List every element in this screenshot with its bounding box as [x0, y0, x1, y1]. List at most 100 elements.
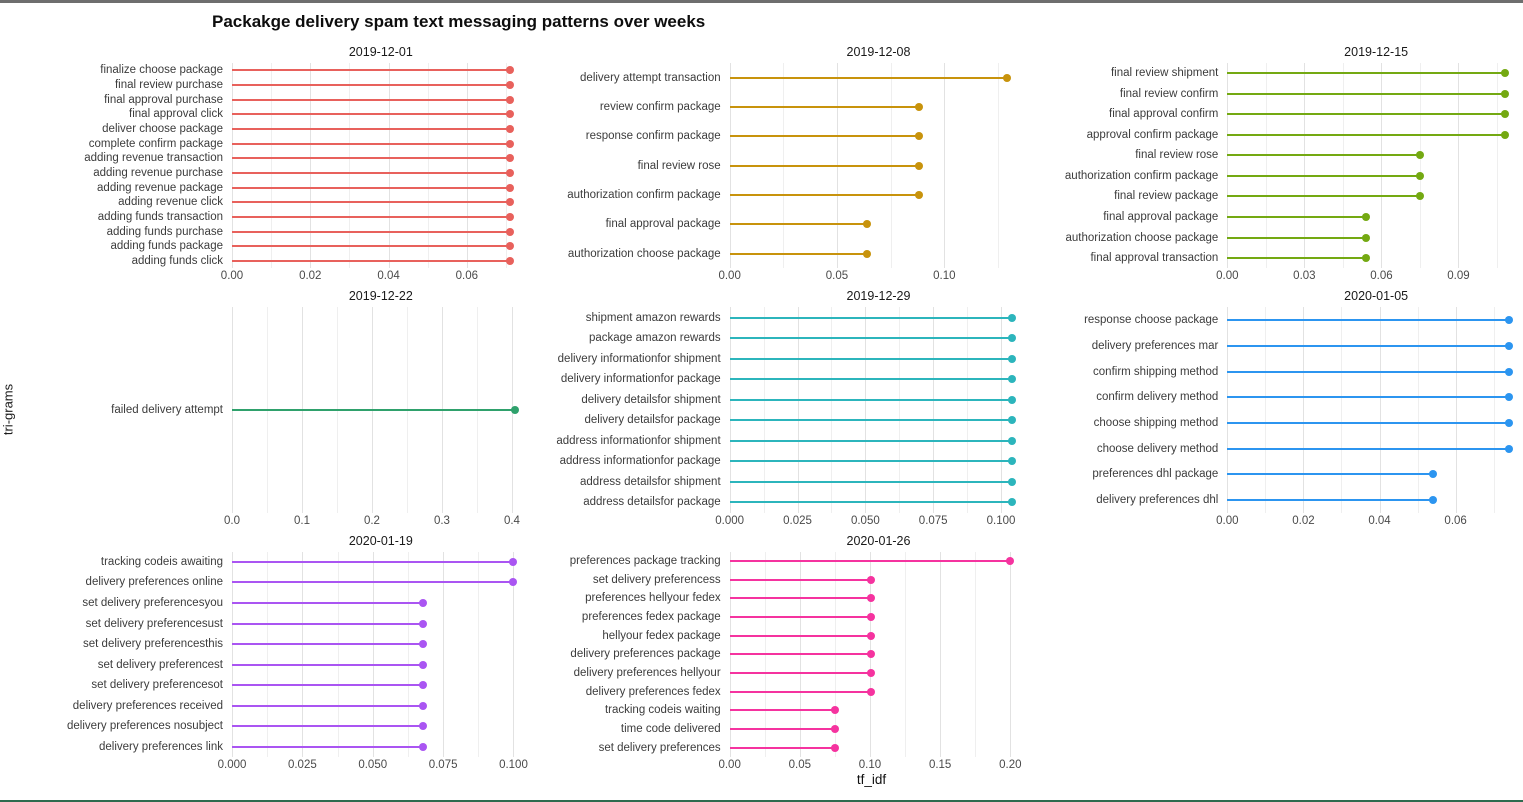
facet-panel-2019-12-29: 2019-12-29 shipment amazon rewards package… — [524, 285, 1022, 529]
item-label: final review rose — [1135, 149, 1219, 162]
gridline — [1304, 63, 1306, 269]
lollipop-dot — [867, 594, 876, 603]
lollipop-line — [1227, 72, 1505, 75]
item-label: set delivery preferencesthis — [83, 638, 223, 651]
lollipop-line — [729, 559, 1011, 562]
lollipop-row — [729, 328, 1018, 349]
lollipop-line — [232, 725, 424, 728]
gridline — [944, 63, 946, 269]
x-ticks-row: 0.000 0.025 0.050 0.075 0.100 — [715, 513, 1018, 530]
lollipop-line — [729, 501, 1012, 504]
gridline — [478, 551, 480, 757]
lollipop-dot — [830, 743, 839, 752]
lollipop-dot — [505, 257, 514, 266]
x-tick-label: 0.05 — [825, 270, 849, 283]
lollipop-row — [232, 613, 520, 634]
lollipop-line — [232, 142, 510, 145]
gridline — [975, 551, 977, 757]
facet-label-column: tracking codeis awaiting delivery prefere… — [26, 552, 232, 757]
item-label: authorization confirm package — [1064, 169, 1219, 182]
x-tick-label: 0.05 — [788, 758, 812, 771]
lollipop-dot — [505, 125, 514, 134]
lollipop-dot — [867, 613, 876, 621]
lollipop-row — [1227, 84, 1515, 105]
item-label: final review shipment — [1110, 67, 1219, 80]
facet-plot-area — [232, 551, 520, 757]
lollipop-row — [232, 552, 520, 573]
lollipop-rows — [1227, 307, 1515, 512]
lollipop-dot — [505, 110, 514, 119]
facet-title: 2020-01-26 — [846, 533, 911, 548]
lollipop-dot — [1002, 73, 1011, 82]
item-label: final approval package — [605, 218, 721, 231]
lollipop-row — [232, 180, 520, 195]
lollipop-line — [729, 105, 919, 108]
lollipop-row — [232, 166, 520, 181]
lollipop-row — [1227, 307, 1515, 333]
item-label: confirm shipping method — [1093, 365, 1219, 378]
x-ticks-row: 0.00 0.02 0.04 0.06 — [221, 268, 520, 285]
facet-body: finalize choose package final review purc… — [26, 63, 520, 269]
facet-body: response choose package delivery preferen… — [1021, 307, 1515, 513]
lollipop-row — [729, 410, 1018, 431]
item-label: set delivery preferencesyou — [82, 596, 223, 609]
lollipop-line — [232, 230, 510, 233]
x-tick-label: 0.025 — [287, 758, 317, 771]
lollipop-row — [729, 701, 1018, 720]
lollipop-row — [232, 695, 520, 716]
lollipop-row — [232, 254, 520, 269]
item-label: preferences hellyour fedex — [585, 592, 721, 605]
lollipop-dot — [1007, 375, 1016, 384]
gridline — [232, 63, 233, 269]
lollipop-row — [1227, 487, 1515, 513]
lollipop-dot — [867, 669, 876, 678]
gridline — [513, 551, 515, 757]
lollipop-dot — [1007, 395, 1016, 404]
item-label: approval confirm package — [1086, 128, 1219, 141]
lollipop-row — [1227, 359, 1515, 385]
facet-body: shipment amazon rewards package amazon re… — [524, 307, 1018, 513]
item-label: adding revenue package — [97, 181, 223, 194]
gridline — [797, 307, 799, 513]
item-label: final review purchase — [114, 79, 223, 91]
gridline — [1001, 307, 1003, 513]
lollipop-dot — [1504, 393, 1513, 402]
lollipop-line — [232, 704, 424, 707]
facet-title: 2019-12-01 — [348, 45, 413, 59]
gridline — [337, 551, 339, 757]
lollipop-row — [729, 626, 1018, 645]
lollipop-dot — [1504, 341, 1513, 350]
lollipop-dot — [1428, 495, 1437, 504]
item-label: address detailsfor shipment — [580, 475, 721, 488]
lollipop-row — [232, 78, 520, 93]
facet-body: preferences package tracking set delivery… — [524, 551, 1018, 757]
item-label: adding funds package — [110, 240, 223, 253]
lollipop-row — [232, 92, 520, 107]
gridline — [1458, 63, 1460, 269]
gridline — [905, 551, 907, 757]
item-label: set delivery preferencess — [592, 573, 721, 586]
lollipop-dot — [867, 575, 876, 584]
lollipop-line — [232, 663, 424, 666]
x-tick-label: 0.000 — [217, 758, 247, 771]
item-label: hellyour fedex package — [602, 629, 721, 642]
lollipop-row — [232, 572, 520, 593]
lollipop-row — [729, 608, 1018, 627]
lollipop-row — [1227, 186, 1515, 207]
lollipop-dot — [1415, 192, 1424, 201]
lollipop-rows — [232, 307, 520, 512]
lollipop-dot — [1504, 444, 1513, 453]
lollipop-line — [232, 684, 424, 687]
lollipop-dot — [1500, 130, 1509, 139]
item-label: address detailsfor package — [583, 496, 721, 509]
facet-title: 2019-12-29 — [846, 289, 911, 304]
lollipop-line — [729, 439, 1012, 442]
lollipop-row — [1227, 227, 1515, 248]
x-tick-label: 0.03 — [1293, 270, 1316, 283]
x-tick-label: 0.06 — [455, 270, 479, 283]
item-label: preferences fedex package — [581, 611, 721, 623]
facet-plot-area — [1227, 307, 1515, 513]
facet-label-column: finalize choose package final review purc… — [26, 63, 232, 268]
lollipop-dot — [419, 619, 428, 628]
